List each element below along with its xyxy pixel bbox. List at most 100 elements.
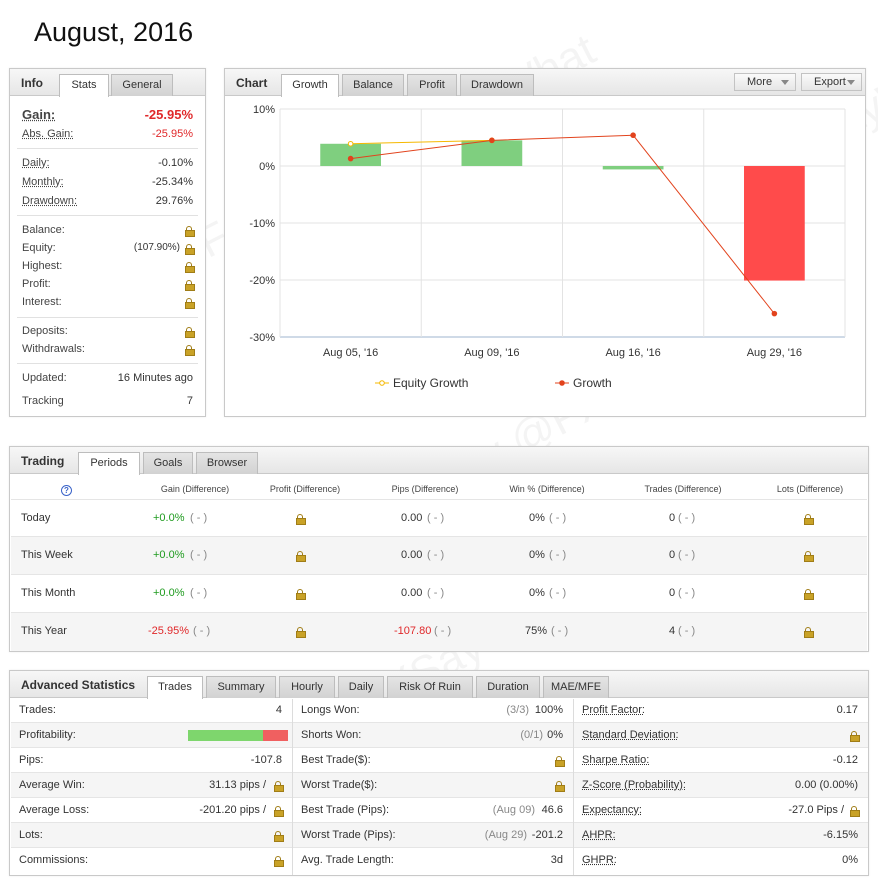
header-trades: Trades (Difference) [644,484,722,494]
tab-general[interactable]: General [111,74,173,96]
win-cell: 0% [529,587,545,599]
trades-cell: 0 [669,549,676,561]
z-score-label: Z-Score (Probability): [582,779,686,791]
win-diff: ( - ) [549,549,567,561]
win-diff: ( - ) [551,625,569,637]
data-point [347,140,354,147]
stat-row: Pips: -107.8 [11,748,292,773]
period-label: Today [21,512,51,524]
legend-marker [559,380,565,386]
trading-panel: Trading Periods Goals Browser ? Gain (Di… [9,446,869,652]
tab-mae-mfe[interactable]: MAE/MFE [543,676,609,698]
divider [17,215,198,216]
lock-icon [296,512,306,525]
best-pips-label: Best Trade (Pips): [301,804,390,816]
bar [744,166,805,281]
updated-row: Updated: 16 Minutes ago [22,372,193,386]
stat-row: Avg. Trade Length: 3d [293,848,573,873]
header-win: Win % (Difference) [509,484,585,494]
trades-cell: 0 [669,512,676,524]
balance-row: Balance: [22,224,195,238]
pips-diff: ( - ) [427,512,445,524]
trades-cell: 0 [669,587,676,599]
help-icon[interactable]: ? [61,485,72,496]
y-tick-label: -20% [249,275,275,287]
tab-browser[interactable]: Browser [196,452,258,474]
tab-daily[interactable]: Daily [338,676,384,698]
best-pips-value: 46.6 [541,804,563,816]
tab-hourly[interactable]: Hourly [279,676,335,698]
average-loss-label: Average Loss: [19,804,90,816]
legend-label: Equity Growth [393,376,468,390]
worst-pips-label: Worst Trade (Pips): [301,829,396,841]
trades-label: Trades: [19,704,56,716]
gain-label: Gain: [22,107,56,122]
sharpe-ratio-value: -0.12 [832,754,858,766]
chart-panel-header: Chart Growth Balance Profit Drawdown Mor… [225,69,865,97]
divider [17,148,198,149]
tab-balance[interactable]: Balance [342,74,404,96]
pips-cell: 0.00 [401,549,423,561]
interest-row: Interest: [22,296,195,310]
tracking-label: Tracking [22,395,64,407]
shorts-won-value: 0% [547,729,563,741]
longs-won-value: 100% [534,704,563,716]
drawdown-value: 29.76% [155,195,193,207]
z-score-value: 0.00 (0.00%) [795,779,858,791]
pips-cell: 0.00 [401,512,423,524]
advanced-panel-header: Advanced Statistics Trades Summary Hourl… [10,671,868,699]
pips-label: Pips: [19,754,44,766]
tab-summary[interactable]: Summary [206,676,276,698]
lock-icon [296,587,306,600]
period-label: This Week [21,549,73,561]
equity-value: (107.90%) [133,242,180,253]
ahpr-label: AHPR: [582,829,616,841]
worst-trade-label: Worst Trade($): [301,779,378,791]
series-line [350,134,775,314]
pips-cell: -107.80 [394,625,432,637]
longs-won-label: Longs Won: [301,704,360,716]
withdrawals-row: Withdrawals: [22,343,195,357]
win-cell: 0% [529,512,545,524]
trades-diff: ( - ) [678,587,696,599]
lock-icon [296,549,306,562]
tab-periods[interactable]: Periods [78,452,140,475]
tab-stats[interactable]: Stats [59,74,109,97]
more-dropdown[interactable]: More [734,73,796,91]
stat-row: Trades: 4 [11,698,292,723]
trades-diff: ( - ) [678,512,696,524]
deposits-label: Deposits: [22,325,68,337]
tab-trades[interactable]: Trades [147,676,203,699]
pips-diff: ( - ) [427,549,445,561]
tab-drawdown[interactable]: Drawdown [460,74,534,96]
ahpr-value: -6.15% [823,829,858,841]
tracking-row: Tracking 7 [22,395,193,409]
ghpr-label: GHPR: [582,854,617,866]
tab-risk-of-ruin[interactable]: Risk Of Ruin [387,676,473,698]
export-dropdown[interactable]: Export [801,73,862,91]
best-pips-date: (Aug 09) [492,804,535,816]
tab-growth[interactable]: Growth [281,74,339,97]
table-row: This Month +0.0% ( - ) 0.00 ( - ) 0% ( -… [11,575,867,613]
info-panel-title: Info [21,76,43,90]
abs-gain-value: -25.95% [152,128,193,140]
y-tick-label: -30% [249,332,275,344]
gain-diff: ( - ) [193,625,211,637]
x-tick-label: Aug 05, '16 [323,347,378,359]
gain-diff: ( - ) [190,512,208,524]
sharpe-ratio-label: Sharpe Ratio: [582,754,650,766]
lock-icon [274,829,284,842]
trades-value: 4 [275,704,282,716]
tab-duration[interactable]: Duration [476,676,540,698]
export-label: Export [814,76,846,88]
tab-profit[interactable]: Profit [407,74,457,96]
daily-label: Daily: [22,157,50,169]
trades-diff: ( - ) [678,625,696,637]
gain-row: Gain: -25.95% [22,107,193,125]
pips-diff: ( - ) [434,625,452,637]
lock-icon [555,779,565,792]
gain-diff: ( - ) [190,549,208,561]
win-cell: 75% [525,625,548,637]
tab-goals[interactable]: Goals [143,452,193,474]
standard-deviation-label: Standard Deviation: [582,729,679,741]
